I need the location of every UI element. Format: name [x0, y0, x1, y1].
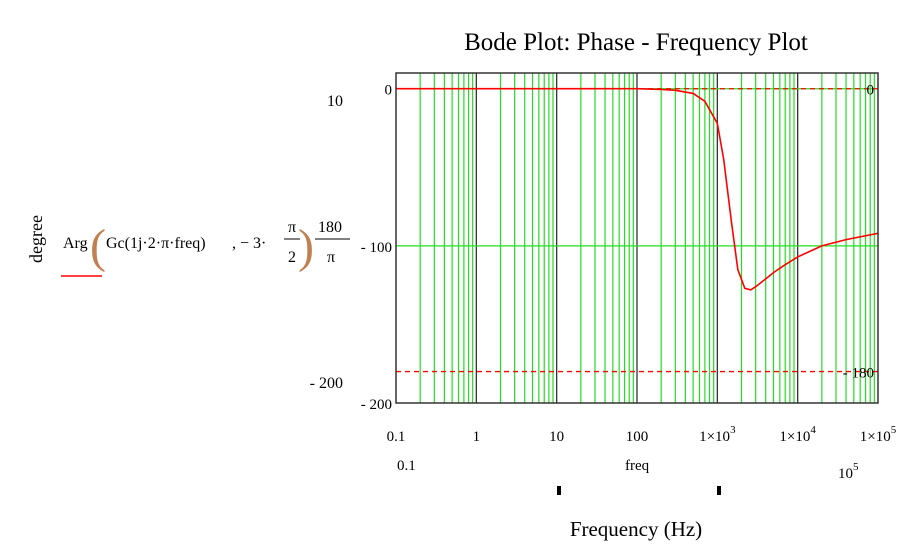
expr-fn: Arg [63, 235, 88, 252]
marker-lines: 0 - 180 [396, 83, 878, 382]
y-tick-label: - 100 [361, 240, 392, 256]
expr-arg1: Gc(1j·2·π·freq) [106, 235, 206, 252]
series-line-phase [396, 87, 879, 291]
x-range-max: 105 [838, 461, 859, 482]
expr-paren-close: ) [298, 220, 314, 273]
x-tick-label: 0.1 [387, 429, 406, 445]
y-axis-label: degree [26, 215, 46, 263]
marker-label: - 180 [843, 366, 874, 382]
y-range-top: 10 [327, 93, 343, 110]
x-tick-label: 100 [626, 429, 649, 445]
y-range-bottom: - 200 [310, 375, 343, 392]
y-axis-expression: Arg ( Gc(1j·2·π·freq) , − 3· π 2 ) 180 π [61, 219, 350, 277]
x-tick-label: 1×103 [699, 424, 736, 445]
x-range-min: 0.1 [397, 458, 416, 474]
x-tick-label: 1×105 [860, 424, 897, 445]
marker-label: 0 [867, 83, 875, 99]
expr-arg2: , − 3· [232, 235, 266, 252]
x-tick-labels: 0.1 1 10 100 1×103 1×104 1×105 [387, 424, 897, 445]
chart-title: Bode Plot: Phase - Frequency Plot [464, 29, 808, 56]
y-tick-labels: 0 - 100 - 200 [361, 83, 392, 413]
expr-frac1-den: 2 [288, 249, 296, 266]
expr-frac2-den: π [327, 249, 335, 266]
x-tick-label: 1×104 [779, 424, 816, 445]
expr-paren-open: ( [90, 220, 106, 273]
cursor-mark-left [557, 486, 561, 495]
expr-frac2-num: 180 [318, 219, 342, 236]
x-tick-label: 10 [549, 429, 564, 445]
plot-frame [395, 72, 879, 404]
expr-frac1-num: π [288, 219, 296, 236]
x-variable: freq [625, 458, 650, 474]
y-tick-label: - 200 [361, 397, 392, 413]
cursor-mark-right [717, 486, 721, 495]
x-tick-label: 1 [473, 429, 481, 445]
y-tick-label: 0 [385, 83, 393, 99]
grid [396, 73, 878, 403]
x-axis-label: Frequency (Hz) [570, 517, 702, 541]
